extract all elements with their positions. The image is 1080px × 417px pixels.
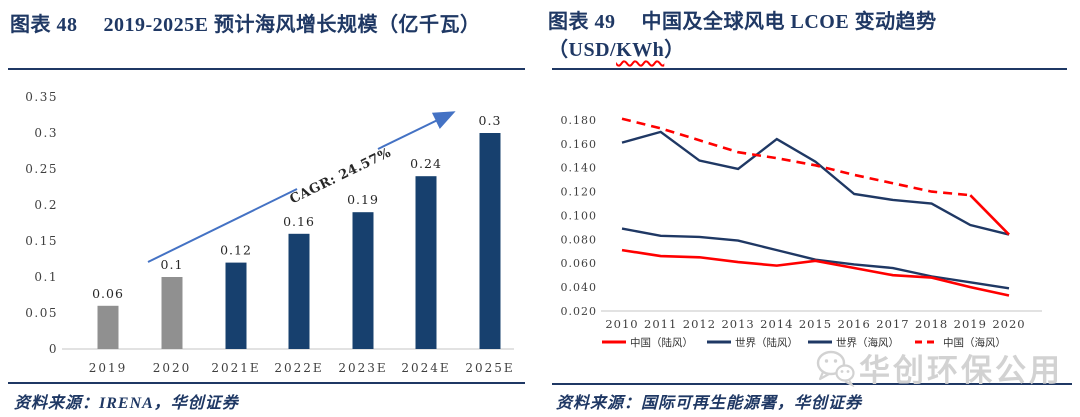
- y-tick-label: 0.160: [561, 138, 598, 151]
- bar-value-label: 0.24: [410, 156, 442, 171]
- figure-49-bottom-divider: [552, 383, 1072, 385]
- x-tick-label: 2021E: [211, 361, 260, 375]
- figure-49-label: 图表 49: [548, 11, 616, 33]
- y-tick-label: 0.2: [34, 198, 58, 212]
- y-tick-label: 0.35: [25, 90, 58, 104]
- y-tick-label: 0.05: [25, 306, 58, 320]
- bar-2023E: [352, 212, 374, 349]
- figure-48-title: 图表 48 2019-2025E 预计海风增长规模（亿千瓦）: [10, 11, 481, 39]
- figure-49-top-divider: [552, 68, 1067, 70]
- cagr-arrow-segment: [147, 188, 298, 263]
- figure-49-title: 图表 49 中国及全球风电 LCOE 变动趋势 （USD/KWh）: [548, 8, 937, 64]
- legend-label: 中国（陆风）: [630, 336, 693, 349]
- figure-48-title-text: 2019-2025E 预计海风增长规模（亿千瓦）: [103, 14, 481, 36]
- x-tick-label: 2013: [721, 317, 754, 331]
- x-tick-label: 2020: [992, 317, 1025, 331]
- x-tick-label: 2018: [915, 317, 948, 331]
- figure-48-label: 图表 48: [10, 14, 78, 36]
- y-tick-label: 0.25: [25, 162, 58, 176]
- bar-2022E: [288, 233, 310, 349]
- y-tick-label: 0.060: [561, 257, 598, 270]
- x-tick-label: 2020: [153, 361, 192, 375]
- x-tick-label: 2010: [605, 317, 638, 331]
- bar-value-label: 0.19: [347, 192, 379, 207]
- series-china-offshore-tail: [969, 194, 1010, 236]
- bar-2019: [97, 305, 119, 349]
- legend-item-world-offshore: 世界（海风）: [808, 336, 899, 349]
- y-tick-label: 0.120: [561, 186, 598, 199]
- legend-item-world-onshore: 世界（陆风）: [707, 336, 798, 349]
- legend-label: 世界（海风）: [836, 336, 899, 349]
- series-china-onshore: [621, 248, 1010, 297]
- y-tick-label: 0.080: [561, 233, 598, 246]
- legend-item-china-onshore: 中国（陆风）: [602, 336, 693, 349]
- series-world-onshore: [621, 227, 1010, 290]
- bar-2020: [161, 277, 183, 349]
- bar-value-label: 0.06: [92, 286, 124, 301]
- x-tick-label: 2019: [954, 317, 987, 331]
- y-tick-label: 0.100: [561, 209, 598, 222]
- offshore-wind-growth-bar-chart: 0 0.05 0.1 0.15 0.2 0.25 0.3 0.35 0.06 2019 0.1 202…: [25, 90, 514, 375]
- wind-lcoe-line-chart: 0.020 0.040 0.060 0.080 0.100 0.120 0.140 0.160…: [561, 114, 1042, 349]
- y-tick-label: 0.180: [561, 114, 598, 127]
- x-tick-label: 2019: [89, 361, 128, 375]
- y-tick-label: 0.140: [561, 162, 598, 175]
- x-tick-label: 2023E: [338, 361, 387, 375]
- figure-48-source: 资料来源：IRENA，华创证券: [14, 395, 239, 412]
- watermark-text: 华创环保公用: [859, 353, 1063, 388]
- bar-value-label: 0.12: [220, 243, 252, 258]
- y-tick-label: 0.15: [25, 234, 58, 248]
- figure-49-title-text: 中国及全球风电 LCOE 变动趋势: [641, 11, 937, 33]
- spellcheck-wavy-underline: KWh: [616, 39, 665, 61]
- x-tick-label: 2012: [683, 317, 716, 331]
- x-tick-label: 2011: [644, 317, 677, 331]
- series-world-offshore: [621, 130, 1010, 236]
- figure-49-title-line2: （USD/KWh）: [548, 39, 685, 61]
- figure-48-top-divider: [8, 68, 525, 70]
- bar-value-label: 0.1: [161, 257, 184, 272]
- series-china-offshore: [621, 117, 971, 197]
- legend-label: 世界（陆风）: [735, 336, 798, 349]
- x-tick-label: 2024E: [401, 361, 450, 375]
- bar-2025E: [479, 133, 501, 349]
- bar-2021E: [225, 262, 247, 349]
- figure-49-source: 资料来源：国际可再生能源署，华创证券: [556, 395, 863, 412]
- y-tick-label: 0.040: [561, 281, 598, 294]
- cagr-arrow-head-segment: [377, 111, 456, 150]
- legend-item-china-offshore: 中国（海风）: [915, 336, 1006, 349]
- y-tick-label: 0.020: [561, 305, 598, 318]
- bar-value-label: 0.16: [283, 214, 315, 229]
- bar-value-label: 0.3: [479, 113, 502, 128]
- x-tick-label: 2017: [876, 317, 909, 331]
- x-tick-label: 2022E: [274, 361, 323, 375]
- figure-48-bottom-divider: [8, 382, 525, 384]
- x-tick-label: 2025E: [465, 361, 514, 375]
- legend-label: 中国（海风）: [943, 336, 1006, 349]
- wechat-icon: [816, 350, 855, 387]
- figure-49-title-line1: 图表 49 中国及全球风电 LCOE 变动趋势: [548, 8, 937, 36]
- x-tick-label: 2015: [799, 317, 832, 331]
- x-tick-label: 2016: [838, 317, 871, 331]
- watermark: 华创环保公用: [815, 345, 1063, 390]
- y-tick-label: 0.3: [34, 126, 58, 140]
- y-tick-label: 0: [49, 342, 58, 356]
- x-tick-label: 2014: [760, 317, 793, 331]
- bar-2024E: [415, 176, 437, 349]
- y-tick-label: 0.1: [34, 270, 58, 284]
